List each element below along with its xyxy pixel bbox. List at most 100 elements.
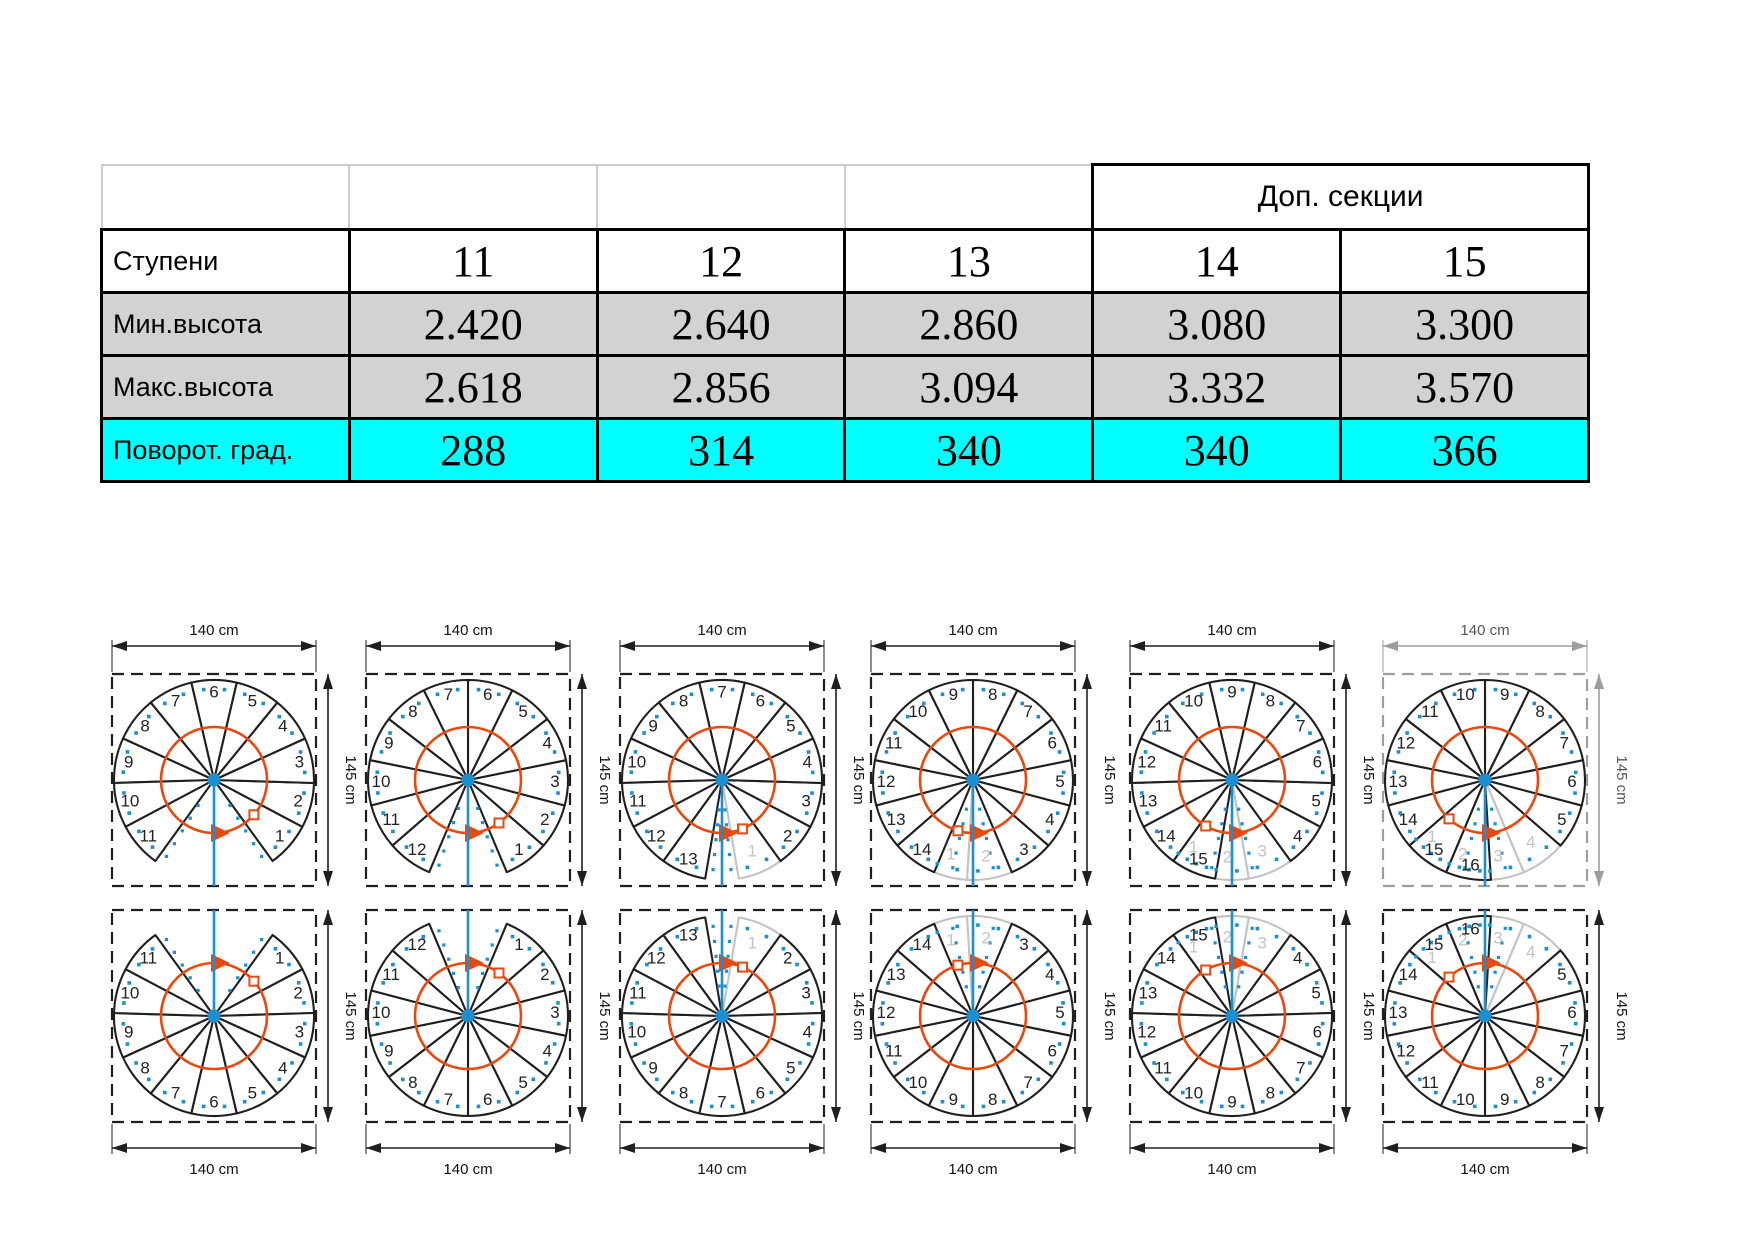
step-number: 12 bbox=[877, 1003, 896, 1022]
step-number: 10 bbox=[1184, 1084, 1203, 1103]
start-marker bbox=[952, 825, 964, 837]
step-number: 15 bbox=[1425, 935, 1444, 954]
center-pole bbox=[715, 773, 729, 787]
step-number: 2 bbox=[1223, 847, 1232, 866]
step-number: 10 bbox=[120, 983, 139, 1002]
center-pole bbox=[1225, 773, 1239, 787]
step-number: 10 bbox=[1456, 685, 1475, 704]
table-value-cell: 2.860 bbox=[843, 291, 1095, 357]
step-number: 2 bbox=[783, 948, 792, 967]
spec-table: Доп. секции Ступени 11 12 13 14 15 Мин.высота 2.… bbox=[100, 163, 1590, 483]
row-label: Макс.высота bbox=[100, 354, 351, 420]
step-number: 6 bbox=[483, 685, 492, 704]
step-number: 9 bbox=[949, 685, 958, 704]
step-number: 8 bbox=[1266, 691, 1275, 710]
step-number: 7 bbox=[1296, 716, 1305, 735]
height-dimension-label: 145 cm bbox=[1613, 991, 1629, 1040]
step-number: 6 bbox=[1313, 1023, 1322, 1042]
staircase-plan-15-steps: 140 cm 145 cm 1 2 3 4 5 6 7 8 9 10 11 12 13 14 15 bbox=[1122, 618, 1376, 948]
start-marker bbox=[493, 817, 505, 829]
step-number: 1 bbox=[946, 844, 955, 863]
step-number: 13 bbox=[679, 925, 698, 944]
width-dimension-label: 140 cm bbox=[443, 1161, 492, 1178]
step-number: 3 bbox=[1019, 935, 1028, 954]
step-number: 11 bbox=[139, 827, 157, 846]
table-row: Мин.высота 2.420 2.640 2.860 3.080 3.300 bbox=[100, 291, 1590, 357]
step-number: 2 bbox=[1458, 931, 1467, 950]
step-number: 7 bbox=[171, 691, 180, 710]
table-row: Поворот. град. 288 314 340 340 366 bbox=[100, 417, 1590, 483]
step-number: 3 bbox=[1257, 841, 1266, 860]
step-number: 2 bbox=[540, 810, 549, 829]
step-number: 5 bbox=[1311, 792, 1320, 811]
step-number: 11 bbox=[139, 948, 157, 967]
step-number: 9 bbox=[1227, 1092, 1236, 1111]
step-number: 12 bbox=[408, 935, 427, 954]
step-number: 8 bbox=[1266, 1084, 1275, 1103]
step-number: 10 bbox=[908, 1073, 927, 1092]
center-pole bbox=[461, 773, 475, 787]
center-pole bbox=[715, 1009, 729, 1023]
step-number: 11 bbox=[1154, 716, 1172, 735]
step-number: 3 bbox=[801, 983, 810, 1002]
step-number: 8 bbox=[988, 1090, 997, 1109]
step-number: 3 bbox=[1257, 934, 1266, 953]
step-number: 8 bbox=[679, 1084, 688, 1103]
step-number: 14 bbox=[1399, 810, 1418, 829]
rotation-arrow-icon bbox=[465, 954, 484, 972]
rotation-arrow-icon bbox=[970, 954, 989, 972]
center-pole bbox=[1225, 1009, 1239, 1023]
rotation-arrow-icon bbox=[1482, 824, 1501, 842]
step-number: 5 bbox=[1311, 983, 1320, 1002]
step-number: 10 bbox=[627, 752, 646, 771]
step-number: 10 bbox=[120, 792, 139, 811]
step-number: 3 bbox=[550, 1003, 559, 1022]
step-number: 9 bbox=[1227, 682, 1236, 701]
table-value-cell: 3.570 bbox=[1339, 354, 1590, 420]
step-number: 5 bbox=[1557, 965, 1566, 984]
rotation-arrow-icon bbox=[970, 824, 989, 842]
step-number: 15 bbox=[1189, 925, 1208, 944]
step-number: 7 bbox=[717, 1092, 726, 1111]
center-pole bbox=[1478, 773, 1492, 787]
height-dimension-label: 145 cm bbox=[1101, 755, 1117, 804]
step-number: 10 bbox=[372, 1003, 391, 1022]
step-number: 5 bbox=[1055, 1003, 1064, 1022]
step-number: 14 bbox=[913, 840, 932, 859]
step-number: 12 bbox=[647, 827, 666, 846]
step-number: 6 bbox=[209, 682, 218, 701]
center-pole bbox=[207, 773, 221, 787]
table-value-cell: 3.300 bbox=[1339, 291, 1590, 357]
step-number: 11 bbox=[885, 1042, 903, 1061]
start-marker bbox=[248, 975, 260, 987]
step-number: 7 bbox=[444, 685, 453, 704]
width-dimension-label: 140 cm bbox=[189, 622, 238, 639]
step-number: 14 bbox=[1157, 827, 1176, 846]
table-value-cell: 15 bbox=[1339, 228, 1590, 294]
step-number: 5 bbox=[248, 691, 257, 710]
step-number: 12 bbox=[1396, 733, 1415, 752]
step-number: 14 bbox=[913, 935, 932, 954]
step-number: 2 bbox=[540, 965, 549, 984]
rotation-arrow-icon bbox=[211, 824, 230, 842]
table-blank-cell bbox=[596, 163, 846, 231]
height-dimension-label: 145 cm bbox=[342, 755, 358, 804]
step-number: 9 bbox=[124, 1023, 133, 1042]
step-number: 10 bbox=[372, 772, 391, 791]
step-number: 14 bbox=[1157, 948, 1176, 967]
height-dimension-label: 145 cm bbox=[1360, 991, 1376, 1040]
step-number: 1 bbox=[1189, 837, 1198, 856]
step-number: 2 bbox=[1223, 928, 1232, 947]
staircase-plan-13-steps-mirrored: 140 cm 145 cm 1 2 3 4 5 6 7 8 9 10 11 12 13 bbox=[612, 902, 866, 1192]
step-number: 13 bbox=[679, 850, 698, 869]
step-number: 3 bbox=[1019, 840, 1028, 859]
step-number: 11 bbox=[1421, 702, 1439, 721]
rotation-arrow-icon bbox=[1229, 954, 1248, 972]
table-value-cell: 3.080 bbox=[1091, 291, 1343, 357]
start-marker bbox=[493, 967, 505, 979]
step-number: 4 bbox=[542, 733, 551, 752]
